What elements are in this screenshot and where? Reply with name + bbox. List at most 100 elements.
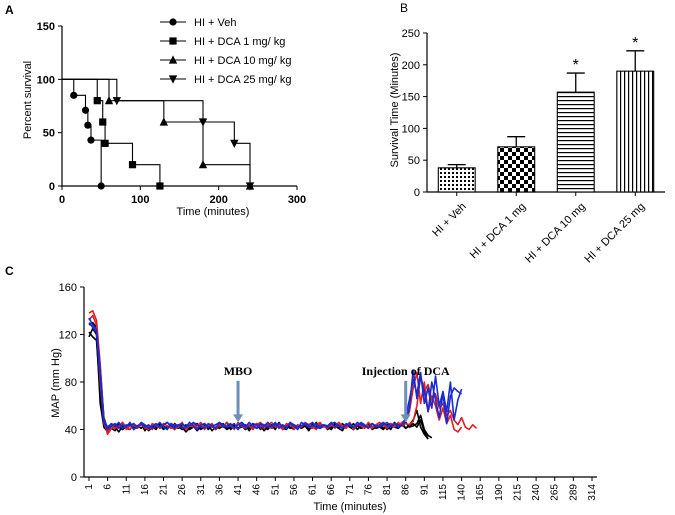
panel-c-xtick-label: 86 — [401, 484, 412, 496]
panel-a-point — [93, 97, 101, 105]
panel-b-ylabel: Survival Time (Minutes) — [389, 53, 401, 168]
panel-c-xtick-label: 66 — [326, 484, 337, 496]
panel-a-xtick-label: 100 — [131, 194, 149, 206]
panel-c-annotation-label: MBO — [224, 364, 253, 378]
panel-a-legend-label: HI + DCA 25 mg/ kg — [194, 74, 292, 86]
panel-label-b: B — [400, 1, 408, 15]
panel-a-point — [245, 182, 255, 191]
panel-a-legend-marker — [168, 75, 178, 84]
panel-c-xtick-label: 190 — [494, 484, 505, 501]
panel-c-xtick-label: 165 — [475, 484, 486, 501]
panel-c-xtick-label: 11 — [121, 484, 132, 495]
panel-c-ytick-label: 120 — [59, 330, 77, 342]
panel-c-xtick-label: 6 — [103, 484, 114, 490]
panel-a-xlabel: Time (minutes) — [177, 206, 250, 218]
panel-b-category-label: HI + DCA 10 mg — [523, 201, 588, 266]
panel-a-legend-label: HI + DCA 10 mg/ kg — [194, 55, 292, 67]
panel-c-xtick-label: 76 — [363, 484, 374, 496]
panel-c-trace-black-1 — [88, 327, 429, 440]
panel-c-trace-black-3 — [88, 321, 429, 440]
panel-c-xtick-label: 140 — [457, 484, 468, 501]
panel-b-bar — [437, 167, 476, 193]
panel-a-point — [159, 117, 169, 126]
panel-c-xtick-label: 215 — [512, 484, 523, 501]
panel-c-annotation-label: Injection of DCA — [362, 364, 450, 378]
panel-b-bar-chart: Survival Time (Minutes) 0 50 100 150 200 250 H… — [389, 28, 665, 266]
panel-b-ytick-label: 50 — [408, 155, 420, 167]
panel-c-xtick-label: 314 — [587, 484, 598, 501]
panel-b-significance-star: * — [632, 35, 638, 52]
panel-c-xtick-label: 51 — [270, 484, 281, 496]
panel-c-annotation-arrowhead — [233, 414, 244, 423]
panel-a-point — [128, 161, 137, 169]
panel-c-xtick-label: 265 — [550, 484, 561, 501]
panel-a-point — [87, 136, 95, 144]
panel-a-xtick-label: 300 — [288, 194, 306, 206]
panel-b-ytick-label: 200 — [402, 60, 420, 72]
panel-c-xtick-label: 115 — [438, 484, 449, 500]
panel-a-legend-label: HI + DCA 1 mg/ kg — [194, 36, 285, 48]
panel-c-xtick-label: 26 — [177, 484, 188, 496]
panel-c-xtick-label: 16 — [140, 484, 151, 496]
panel-c-xtick-label: 41 — [233, 484, 244, 496]
panel-c-xtick-label: 91 — [419, 484, 430, 496]
panel-a-series-line — [62, 78, 297, 187]
panel-a-legend-marker — [169, 18, 177, 26]
panel-b-ytick-label: 150 — [402, 92, 420, 104]
panel-c-ytick-label: 0 — [71, 472, 77, 484]
panel-b-category-label: HI + DCA 25 mg — [582, 201, 647, 266]
panel-a-ytick-label: 0 — [49, 181, 55, 193]
panel-a-point — [104, 96, 114, 105]
panel-b-bar — [556, 91, 595, 193]
panel-c-xtick-label: 81 — [382, 484, 393, 496]
panel-a-point — [198, 118, 208, 127]
panel-a-ylabel: Percent survival — [22, 61, 34, 139]
panel-c-xtick-label: 56 — [289, 484, 300, 496]
panel-a-ytick-label: 100 — [37, 74, 55, 86]
panel-c-ylabel: MAP (mm Hg) — [50, 348, 62, 417]
panel-a-point — [99, 118, 107, 126]
panel-a-xtick-label: 0 — [59, 194, 65, 206]
panel-c-ytick-label: 80 — [65, 377, 77, 389]
panel-c-xtick-label: 240 — [531, 484, 542, 501]
panel-c-annotation-arrowhead — [400, 414, 411, 423]
panel-a-legend-marker — [168, 55, 178, 64]
panel-c-xtick-label: 71 — [345, 484, 356, 496]
panel-c-xlabel: Time (minutes) — [314, 501, 387, 513]
panel-a-point — [156, 182, 164, 190]
panel-c-trace-blue-2 — [88, 317, 463, 430]
panel-a-point — [101, 139, 109, 147]
panel-a-point — [70, 91, 78, 99]
panel-c-xtick-label: 31 — [196, 484, 207, 496]
panel-b-bar — [616, 70, 655, 193]
panel-b-category-label: HI + DCA 1 mg — [468, 201, 529, 262]
panel-label-a: A — [5, 3, 14, 17]
panel-b-significance-star: * — [573, 57, 579, 74]
panel-c-ytick-label: 160 — [59, 282, 77, 294]
panel-a-legend-label: HI + Veh — [194, 17, 237, 29]
panel-c-xtick-label: 46 — [252, 484, 263, 496]
panel-b-ytick-label: 0 — [414, 187, 420, 199]
panel-a-series-line — [62, 78, 297, 187]
panel-c-xtick-label: 1 — [84, 484, 95, 490]
panel-a-point — [112, 97, 122, 106]
panel-a-point — [97, 182, 105, 190]
panel-a-ytick-label: 50 — [43, 128, 55, 140]
panel-b-ytick-label: 100 — [402, 123, 420, 135]
panel-a-legend-marker — [169, 37, 177, 45]
panel-c-xtick-label: 61 — [308, 484, 319, 496]
panel-b-bar — [497, 146, 536, 193]
panel-a-point — [230, 139, 239, 148]
panel-a-xtick-label: 200 — [209, 194, 227, 206]
panel-a-point — [84, 121, 92, 129]
panel-b-ytick-label: 250 — [402, 28, 420, 40]
panel-c-ytick-label: 40 — [65, 425, 77, 437]
panel-a-point — [198, 160, 208, 169]
panel-a-ytick-label: 150 — [37, 21, 55, 33]
panel-a-survival-curve: Percent survival Time (minutes) 0 50 100 15… — [22, 17, 306, 218]
panel-c-xtick-label: 21 — [159, 484, 170, 496]
panel-c-xtick-label: 36 — [214, 484, 225, 496]
panel-a-point — [81, 106, 90, 114]
